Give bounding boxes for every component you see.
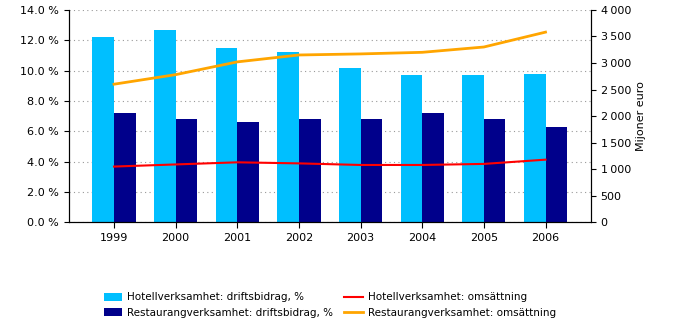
Legend: Hotellverksamhet: driftsbidrag, %, Restaurangverksamhet: driftsbidrag, %, Hotell: Hotellverksamhet: driftsbidrag, %, Resta… [100, 288, 560, 322]
Bar [423, 113, 444, 222]
Bar [545, 127, 567, 222]
Bar [361, 119, 382, 222]
Bar [114, 113, 135, 222]
Bar [339, 67, 361, 222]
Bar [216, 48, 237, 222]
Bar [154, 29, 176, 222]
Bar [299, 119, 321, 222]
Bar [237, 122, 259, 222]
Bar [176, 119, 197, 222]
Bar [484, 119, 506, 222]
Bar [524, 74, 545, 222]
Y-axis label: Mijoner euro: Mijoner euro [636, 81, 646, 151]
Bar [93, 37, 114, 222]
Bar [278, 52, 299, 222]
Bar [401, 75, 423, 222]
Bar [462, 75, 484, 222]
